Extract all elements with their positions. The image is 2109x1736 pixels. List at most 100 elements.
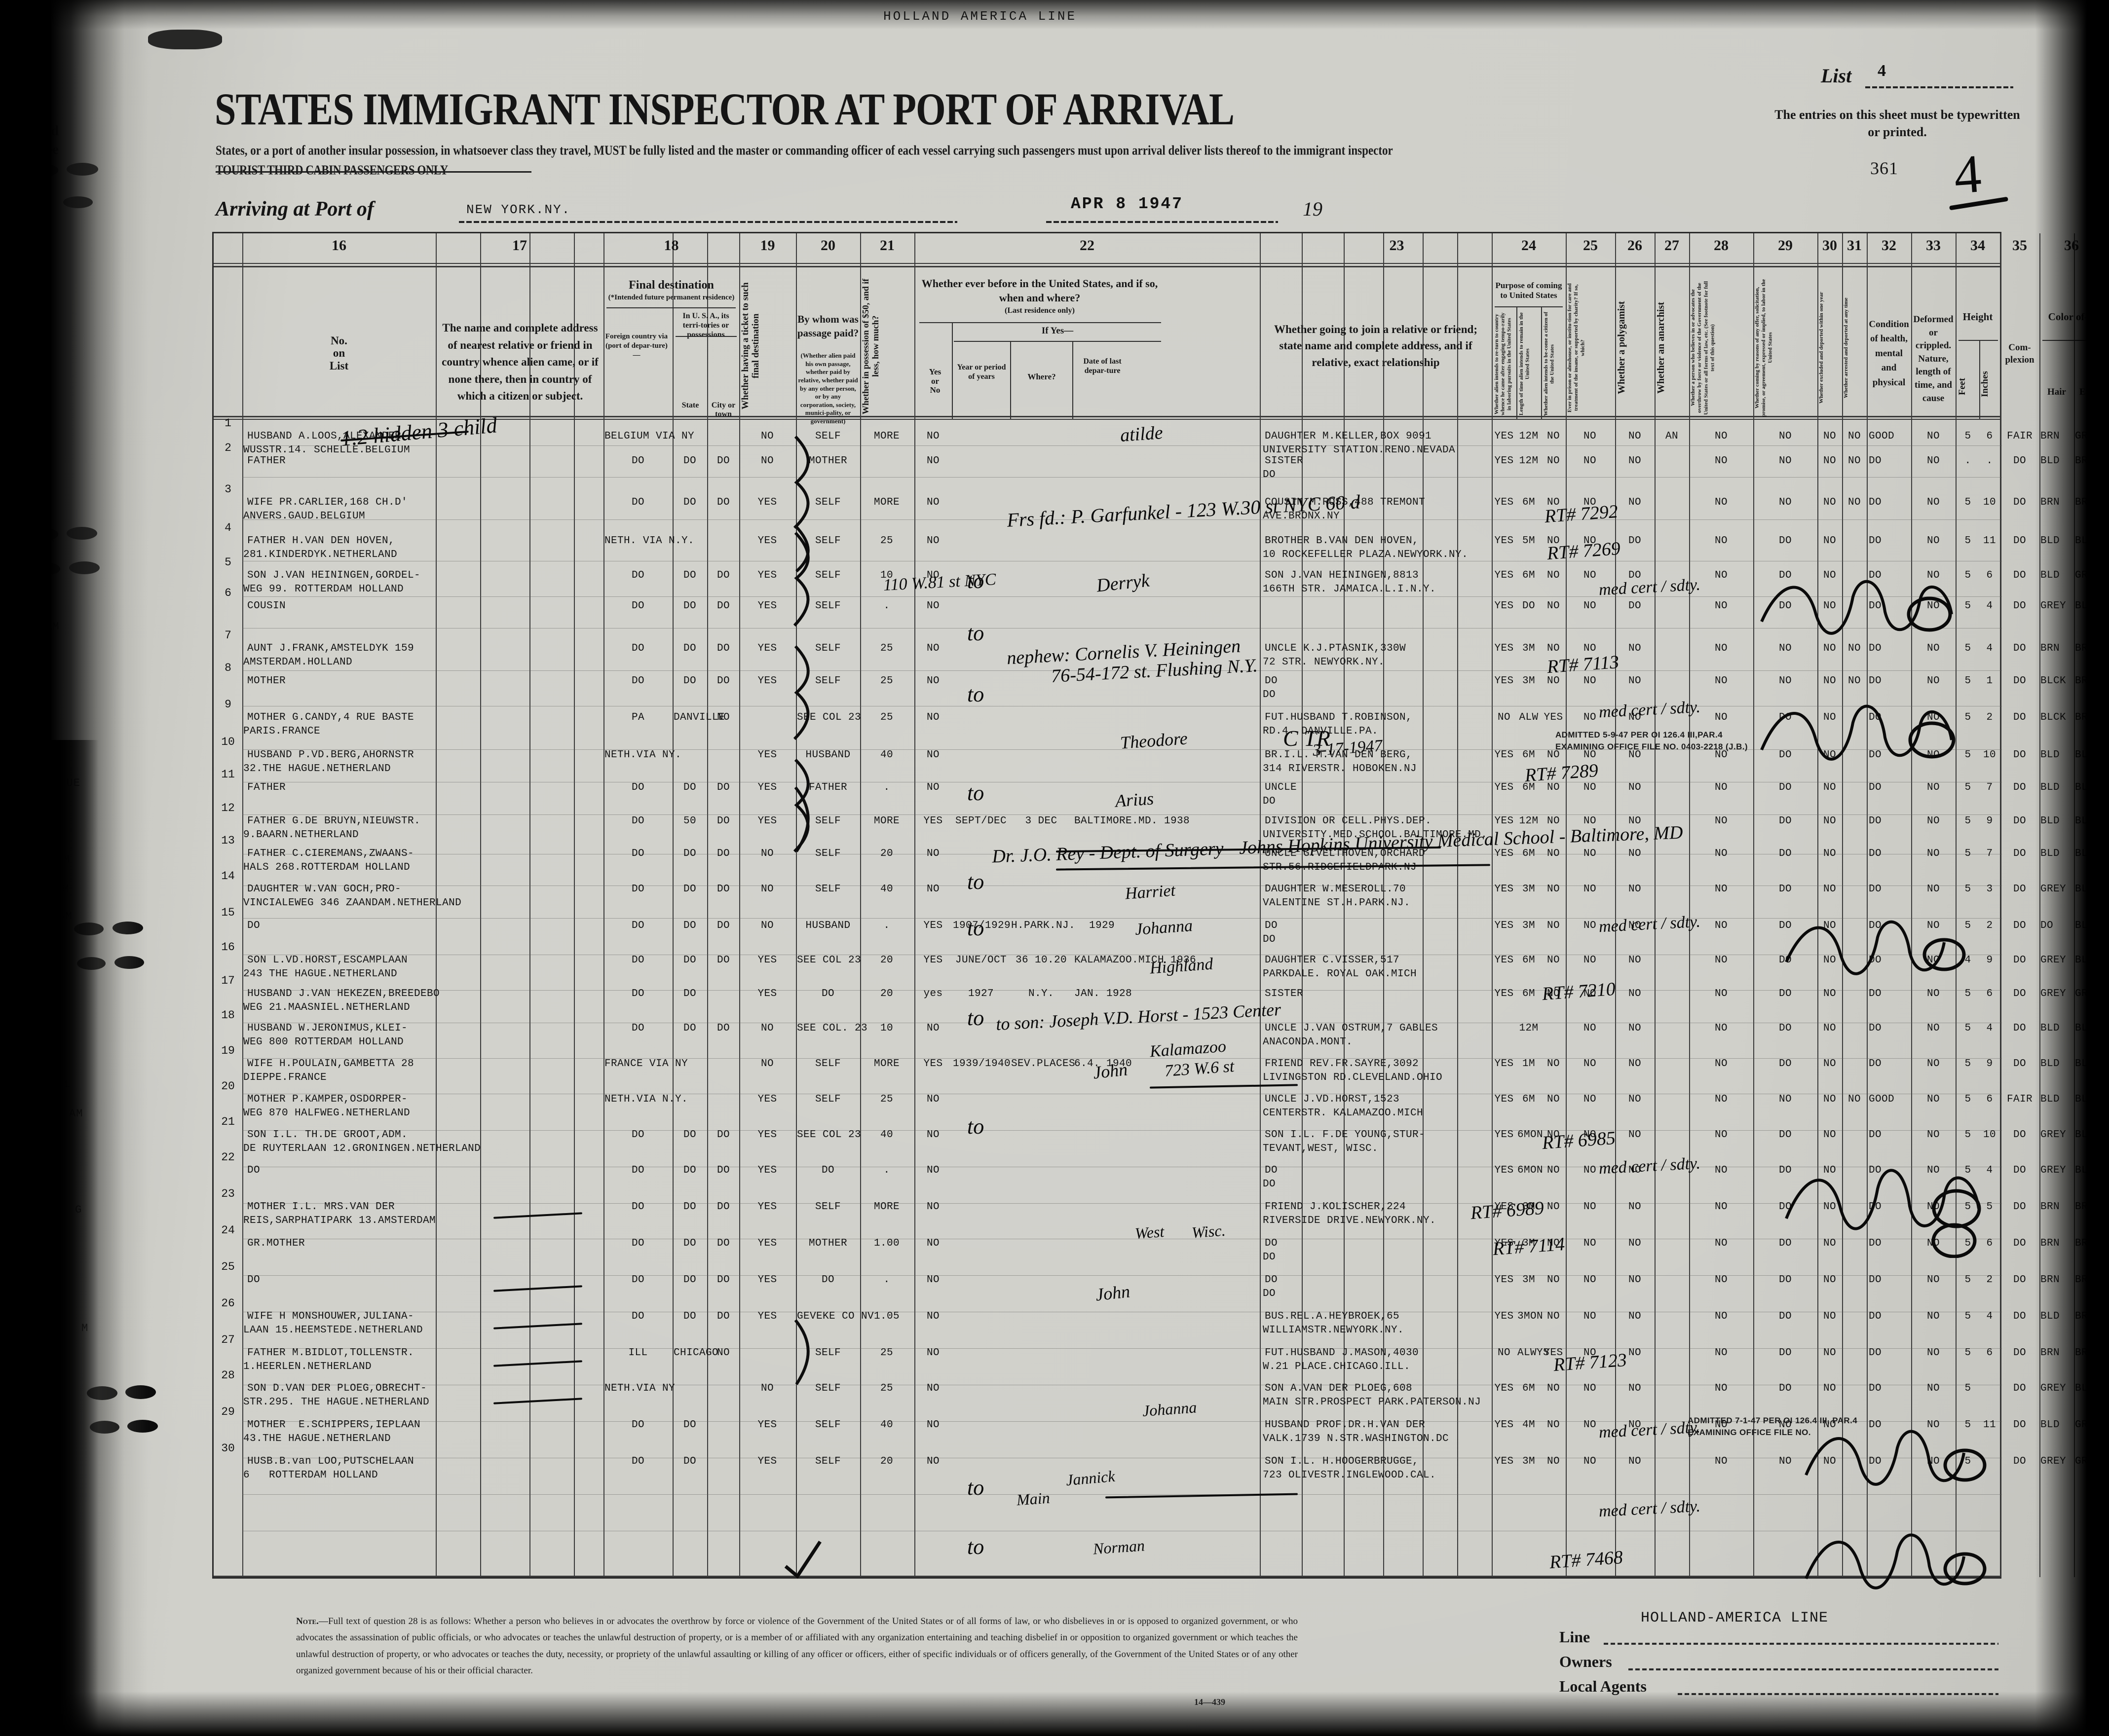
col-header-18-subtitle: (*Intended future permanent residence) — [608, 294, 735, 301]
cell-c18f: DO — [631, 675, 644, 687]
cell-c22w: H.PARK.NJ. — [1011, 920, 1076, 931]
cell-c26: NO — [1628, 675, 1641, 687]
cell-c24b: 6M — [1522, 988, 1535, 999]
cell-c19: YES — [757, 1129, 777, 1141]
signature-flourish — [1760, 580, 1953, 635]
cell-c19: NO — [760, 848, 774, 859]
cell-c24c: NO — [1546, 749, 1560, 761]
cell-c34f: 5 — [1964, 600, 1971, 612]
cell-c32: DO — [1869, 600, 1882, 612]
cell-c34f: 5 — [1964, 1129, 1971, 1141]
owners-label: Owners — [1559, 1653, 1612, 1670]
cell-c34i: 7 — [1986, 848, 1993, 859]
cell-c24c: NO — [1546, 535, 1560, 547]
cell-c30: NO — [1823, 431, 1836, 442]
cell-c32: DO — [1869, 988, 1882, 999]
col-header-21: Whether in possession of $50, and if les… — [861, 278, 880, 414]
cell-c24c: NO — [1546, 782, 1560, 793]
cell-c24c: NO — [1546, 1094, 1560, 1105]
cell-c18c: DO — [716, 1165, 730, 1176]
line-rule — [1604, 1643, 1998, 1645]
col-header-30: Whether excluded and deported within one… — [1818, 292, 1824, 404]
cell-c34f: 5 — [1964, 675, 1971, 687]
cell-c18s: DO — [683, 1238, 696, 1249]
cell-c34f: . — [1964, 455, 1971, 467]
cell-c29: DO — [1778, 848, 1792, 859]
cell-c18f: DO — [631, 848, 644, 859]
cell-c34f: 5 — [1964, 920, 1971, 931]
row-number: 25 — [221, 1260, 235, 1273]
cell-c21: 10 — [880, 1023, 893, 1034]
admitted-stamp-line-1: ADMITTED 5-9-47 PER OI 126.4 III,PAR.4 — [1555, 730, 1723, 739]
cell-c26: NO — [1628, 1201, 1641, 1213]
cell-c25: NO — [1583, 749, 1596, 761]
cell-c30: NO — [1823, 955, 1836, 966]
cell-c28: NO — [1714, 1383, 1728, 1394]
cell-c23a: UNCLE — [1265, 782, 1297, 793]
cell-c24a: YES — [1494, 848, 1514, 859]
owners-rule — [1628, 1668, 1998, 1670]
cell-c35: DO — [2013, 643, 2026, 654]
cell-c24c: YES — [1544, 712, 1563, 723]
cell-c30: NO — [1823, 1311, 1836, 1322]
cell-c18c: DO — [716, 1311, 730, 1322]
col-header-28: Whether a person who believes in or advo… — [1690, 281, 1716, 415]
cell-c29: DO — [1778, 1311, 1792, 1322]
col-header-34-inches: Inches — [1980, 371, 1990, 398]
cell-c18f: BELGIUM VIA NY — [604, 431, 695, 442]
cell-c28: NO — [1714, 1311, 1728, 1322]
cell-c24b: 5M — [1522, 535, 1535, 547]
cell-c20: SELF — [815, 600, 841, 612]
col-header-22-title: Whether ever before in the United States… — [921, 277, 1158, 304]
cell-c29: DO — [1778, 1238, 1792, 1249]
cell-c26: NO — [1628, 848, 1641, 859]
cell-c24b: 1M — [1522, 1058, 1535, 1070]
cell-c22y: NO — [926, 1129, 940, 1141]
cell-c33: NO — [1926, 1129, 1940, 1141]
cell-c34i: 10 — [1983, 749, 1996, 761]
cell-c17b: DE RUYTERLAAN 12.GRONINGEN.NETHERLAND — [243, 1143, 481, 1154]
cell-c23a: BR.I.L. M.VAN DEN BERG, — [1265, 749, 1413, 761]
cell-c34i: 10 — [1983, 497, 1996, 508]
cell-c22w: 3 DEC — [1025, 815, 1057, 827]
row-number: 26 — [221, 1297, 235, 1310]
cell-c18c: DO — [716, 782, 730, 793]
cell-c25: NO — [1583, 1129, 1596, 1141]
cell-c22y: NO — [926, 1165, 940, 1176]
cell-c30: NO — [1823, 1058, 1836, 1070]
cell-c19: NO — [760, 431, 774, 442]
subtitle-line-1: States, or a port of another insular pos… — [216, 143, 1393, 158]
cell-c31: NO — [1847, 675, 1861, 687]
cell-c18f: DO — [631, 1311, 644, 1322]
cell-c28: NO — [1714, 1419, 1728, 1431]
cell-c18f: DO — [631, 1129, 644, 1141]
cell-c17b: REIS,SARPHATIPARK 13.AMSTERDAM — [243, 1215, 436, 1226]
col-header-16: No. on List — [329, 334, 349, 372]
cell-c22y: NO — [926, 884, 940, 895]
cell-c32: DO — [1869, 1058, 1882, 1070]
cell-c20: SELF — [815, 1094, 841, 1105]
cell-c21: . — [883, 600, 890, 612]
cell-c30: NO — [1823, 1419, 1836, 1431]
cell-c23b: DO — [1263, 934, 1276, 945]
cell-c35: DO — [2013, 1201, 2026, 1213]
cell-c18c: NO — [716, 1347, 730, 1359]
cell-c29: DO — [1778, 600, 1792, 612]
cell-c17b: AMSTERDAM.HOLLAND — [243, 657, 353, 668]
cell-c31: NO — [1847, 431, 1861, 442]
cell-c24c: NO — [1546, 884, 1560, 895]
cell-c20: SELF — [815, 1347, 841, 1359]
cell-c20: DO — [821, 1274, 834, 1286]
cell-c24c: NO — [1546, 955, 1560, 966]
cell-c28: NO — [1714, 1201, 1728, 1213]
cell-c22yr: 1927 — [968, 988, 994, 999]
cell-c24b: 3M — [1522, 643, 1535, 654]
cell-c33: NO — [1926, 848, 1940, 859]
cell-c22y: YES — [923, 955, 943, 966]
cell-c22yr: 1939/1940 — [953, 1058, 1011, 1070]
cell-c22y: NO — [926, 1456, 940, 1467]
cell-c29: NO — [1778, 431, 1792, 442]
cell-c26: NO — [1628, 988, 1641, 999]
cell-c32: DO — [1869, 1238, 1882, 1249]
cell-c21: . — [883, 1165, 890, 1176]
